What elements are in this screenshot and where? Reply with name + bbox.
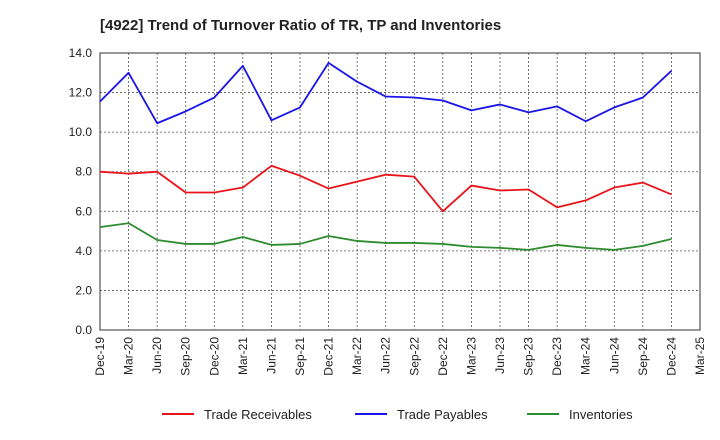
y-axis-ticks: 0.0 2.0 4.0 6.0 8.0 10.0 12.0 14.0 bbox=[69, 46, 93, 337]
series-line-1 bbox=[99, 61, 673, 125]
series-line-0 bbox=[99, 164, 672, 213]
x-tick-label: Mar-20 bbox=[122, 337, 136, 375]
legend-label: Trade Payables bbox=[397, 407, 488, 422]
x-axis-ticks: Dec-19 Mar-20 Jun-20 Sep-20 Dec-20 Mar-21 Jun-… bbox=[93, 337, 707, 376]
x-tick-label: Jun-23 bbox=[493, 337, 507, 374]
x-tick-label: Jun-20 bbox=[150, 337, 164, 374]
y-tick-label: 0.0 bbox=[75, 323, 92, 337]
y-tick-label: 8.0 bbox=[75, 165, 92, 179]
x-tick-label: Dec-22 bbox=[436, 337, 450, 376]
x-tick-label: Jun-22 bbox=[379, 337, 393, 374]
y-tick-label: 4.0 bbox=[75, 244, 92, 258]
chart-title: [4922] Trend of Turnover Ratio of TR, TP… bbox=[100, 17, 501, 34]
x-tick-label: Dec-24 bbox=[664, 337, 678, 376]
y-tick-label: 14.0 bbox=[69, 46, 93, 60]
x-tick-label: Sep-21 bbox=[293, 337, 307, 376]
x-tick-label: Mar-22 bbox=[350, 337, 364, 375]
x-tick-label: Sep-23 bbox=[522, 337, 536, 376]
y-tick-label: 10.0 bbox=[69, 125, 93, 139]
series-line-2 bbox=[99, 222, 672, 251]
x-tick-label: Dec-19 bbox=[93, 337, 107, 376]
y-tick-label: 6.0 bbox=[75, 204, 92, 218]
x-tick-label: Dec-21 bbox=[322, 337, 336, 376]
plot-area-frame bbox=[99, 52, 701, 331]
y-tick-label: 2.0 bbox=[75, 283, 92, 297]
x-tick-label: Mar-25 bbox=[693, 337, 707, 375]
x-tick-label: Jun-24 bbox=[607, 337, 621, 374]
x-tick-label: Mar-24 bbox=[579, 337, 593, 375]
x-tick-label: Dec-23 bbox=[550, 337, 564, 376]
x-tick-label: Sep-20 bbox=[179, 337, 193, 376]
series-lines bbox=[99, 61, 673, 251]
legend: Trade Receivables Trade Payables Inventori… bbox=[162, 407, 633, 422]
x-tick-label: Sep-22 bbox=[407, 337, 421, 376]
x-tick-label: Sep-24 bbox=[636, 337, 650, 376]
x-tick-label: Mar-23 bbox=[464, 337, 478, 375]
x-tick-label: Dec-20 bbox=[207, 337, 221, 376]
y-tick-label: 12.0 bbox=[69, 86, 93, 100]
legend-label: Inventories bbox=[569, 407, 633, 422]
grid-lines bbox=[99, 52, 701, 331]
legend-label: Trade Receivables bbox=[204, 407, 312, 422]
x-tick-label: Mar-21 bbox=[236, 337, 250, 375]
x-tick-label: Jun-21 bbox=[264, 337, 278, 374]
